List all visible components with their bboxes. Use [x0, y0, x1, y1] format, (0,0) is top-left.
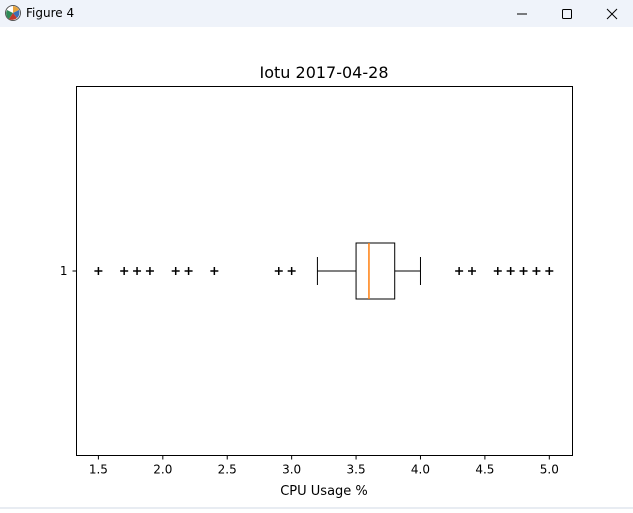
outlier-point — [493, 267, 502, 275]
y-tick-label: 1 — [60, 264, 68, 278]
x-tick-label: 2.5 — [218, 463, 237, 477]
outlier-point — [506, 267, 515, 275]
x-tick-label: 4.5 — [475, 463, 494, 477]
outlier-point — [468, 267, 477, 275]
outlier-point — [145, 267, 154, 275]
outlier-point — [532, 267, 541, 275]
box-group — [316, 242, 421, 300]
outlier-point — [171, 267, 180, 275]
x-tick-label: 1.5 — [89, 463, 108, 477]
boxplot-chart: Iotu 2017-04-28 1.5 2.0 2.5 3.0 3.5 4.0 4.5 5.0… — [60, 63, 573, 499]
minimize-button[interactable] — [499, 0, 545, 27]
plot-area: Iotu 2017-04-28 1.5 2.0 2.5 3.0 3.5 4.0 4.5 5.0… — [0, 27, 633, 509]
outlier-point — [519, 267, 528, 275]
chart-title: Iotu 2017-04-28 — [260, 63, 389, 82]
outlier-point — [184, 267, 193, 275]
outlier-point — [210, 267, 219, 275]
minimize-icon — [517, 13, 527, 14]
x-tick-label: 2.0 — [153, 463, 172, 477]
window-title: Figure 4 — [26, 6, 75, 20]
x-tick-label: 4.0 — [411, 463, 430, 477]
maximize-icon — [562, 8, 572, 19]
x-tick-label: 5.0 — [540, 463, 559, 477]
outlier-point — [287, 267, 296, 275]
outlier-group — [94, 267, 554, 275]
outlier-point — [545, 267, 554, 275]
window-bottom-edge — [0, 507, 633, 509]
x-axis-ticks: 1.5 2.0 2.5 3.0 3.5 4.0 4.5 5.0 — [89, 455, 559, 477]
y-axis-ticks: 1 — [60, 264, 77, 278]
outlier-point — [133, 267, 142, 275]
close-icon — [606, 8, 618, 19]
matplotlib-figure-icon — [5, 5, 21, 21]
outlier-point — [274, 267, 283, 275]
box-iqr — [355, 242, 396, 300]
title-bar[interactable]: Figure 4 — [0, 0, 633, 27]
outlier-point — [120, 267, 129, 275]
x-axis-label: CPU Usage % — [280, 484, 368, 499]
maximize-button[interactable] — [544, 0, 590, 27]
outlier-point — [94, 267, 103, 275]
x-tick-label: 3.0 — [282, 463, 301, 477]
close-button[interactable] — [589, 0, 633, 27]
x-tick-label: 3.5 — [347, 463, 366, 477]
outlier-point — [455, 267, 464, 275]
